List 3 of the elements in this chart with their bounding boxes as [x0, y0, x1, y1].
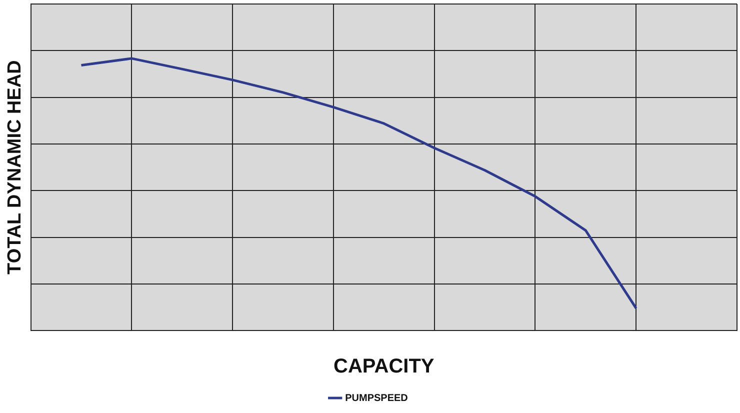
- y-axis-title: TOTAL DYNAMIC HEAD: [4, 60, 26, 274]
- legend-label: PUMPSPEED: [345, 392, 408, 404]
- x-axis-title: CAPACITY: [334, 356, 435, 378]
